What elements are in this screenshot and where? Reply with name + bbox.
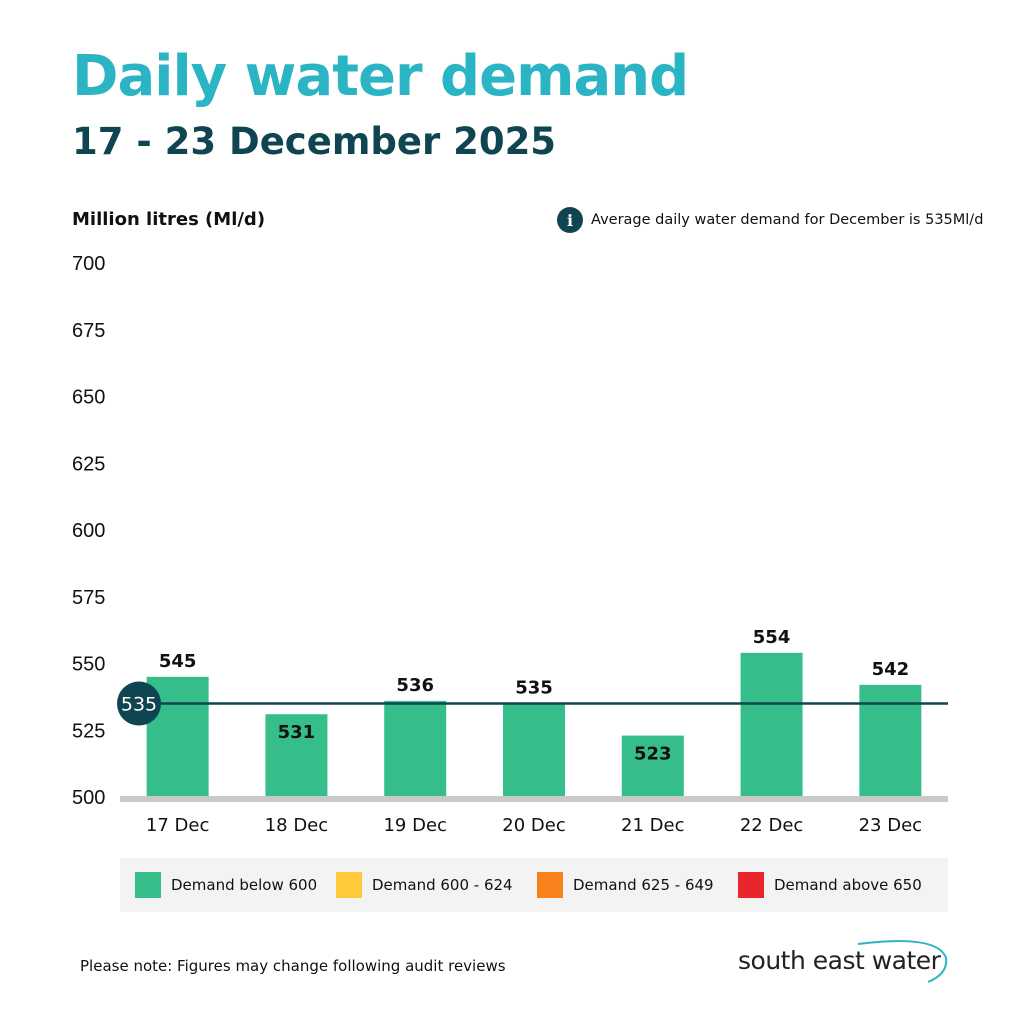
chart-title: Daily water demand xyxy=(72,44,689,109)
average-note-text: Average daily water demand for December … xyxy=(591,212,984,228)
data-label: 542 xyxy=(872,659,910,680)
legend-swatch xyxy=(336,872,362,898)
bar xyxy=(740,652,803,797)
y-tick-label: 550 xyxy=(72,654,105,676)
data-label: 535 xyxy=(515,678,553,699)
legend-item: Demand above 650 xyxy=(738,872,924,898)
data-label: 545 xyxy=(159,651,197,672)
legend-swatch xyxy=(738,872,764,898)
data-label: 531 xyxy=(278,722,316,743)
legend-swatch xyxy=(537,872,563,898)
logo-text: south east water xyxy=(738,946,941,975)
bar xyxy=(265,714,328,797)
legend-label: Demand above 650 xyxy=(774,876,922,894)
legend-label: Demand below 600 xyxy=(171,876,318,894)
y-tick-label: 525 xyxy=(72,720,105,742)
legend-item: Demand 600 - 624 xyxy=(336,872,522,898)
x-tick-label: 22 Dec xyxy=(740,815,803,836)
legend-swatch xyxy=(135,872,161,898)
x-tick-label: 21 Dec xyxy=(621,815,684,836)
data-label: 554 xyxy=(753,627,791,648)
bar xyxy=(859,684,922,797)
average-note: i Average daily water demand for Decembe… xyxy=(557,207,983,233)
x-tick-label: 18 Dec xyxy=(265,815,328,836)
x-axis-baseline xyxy=(120,796,948,802)
y-tick-label: 675 xyxy=(72,320,105,342)
bar xyxy=(384,700,447,797)
y-tick-label: 600 xyxy=(72,520,105,542)
y-axis-label: Million litres (Ml/d) xyxy=(72,209,266,230)
chart-subtitle: 17 - 23 December 2025 xyxy=(72,120,557,163)
bar xyxy=(621,735,684,797)
average-marker xyxy=(117,681,161,726)
y-tick-label: 500 xyxy=(72,787,105,809)
legend-label: Demand 625 - 649 xyxy=(573,876,714,894)
average-label: 535 xyxy=(121,694,157,716)
legend-item: Demand 625 - 649 xyxy=(537,872,723,898)
bar xyxy=(503,703,565,797)
x-tick-label: 17 Dec xyxy=(146,815,209,836)
legend-item: Demand below 600 xyxy=(135,872,321,898)
south-east-water-logo: south east water xyxy=(738,936,953,986)
legend: Demand below 600 Demand 600 - 624 Demand… xyxy=(120,858,948,912)
data-label: 523 xyxy=(634,744,672,765)
x-tick-label: 20 Dec xyxy=(502,815,565,836)
y-tick-label: 650 xyxy=(72,387,105,409)
y-tick-label: 700 xyxy=(72,253,105,275)
info-icon: i xyxy=(557,207,583,233)
data-label: 536 xyxy=(396,675,434,696)
x-tick-label: 19 Dec xyxy=(383,815,446,836)
y-tick-label: 625 xyxy=(72,453,105,475)
y-tick-label: 575 xyxy=(72,587,105,609)
legend-label: Demand 600 - 624 xyxy=(372,876,513,894)
x-tick-label: 23 Dec xyxy=(859,815,922,836)
footnote: Please note: Figures may change followin… xyxy=(80,957,506,975)
